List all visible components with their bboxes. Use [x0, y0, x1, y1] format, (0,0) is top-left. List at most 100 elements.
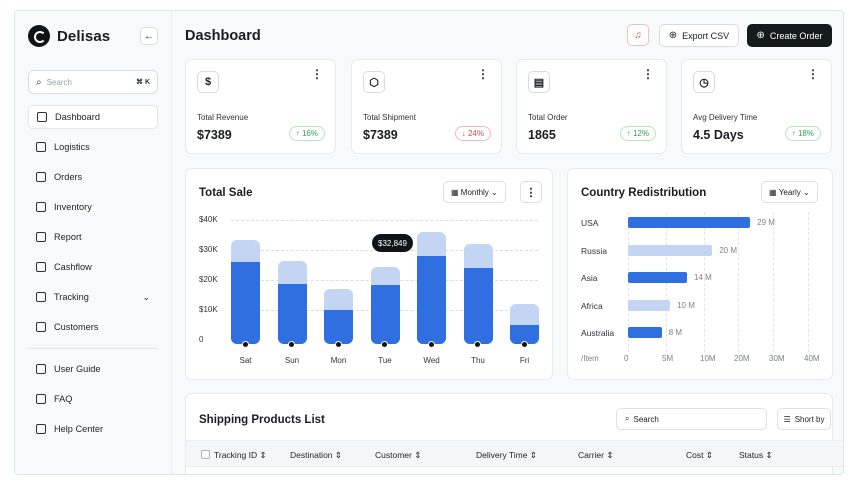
clock-icon: ◷: [693, 71, 715, 93]
sale-bar[interactable]: [231, 239, 260, 344]
arrow-up-icon: ↑: [791, 129, 796, 138]
more-options-icon[interactable]: ⋮: [807, 67, 819, 81]
calendar-icon: ▦: [769, 187, 777, 197]
calendar-icon: ▦: [451, 187, 459, 197]
column-header-status[interactable]: Status ⇕: [739, 450, 773, 460]
sale-bar[interactable]: [277, 260, 307, 344]
sort-arrows-icon: ⇕: [414, 450, 422, 460]
column-header-carrier[interactable]: Carrier ⇕: [578, 450, 614, 460]
bar-value-label: 14 M: [693, 273, 712, 282]
collapse-sidebar-button[interactable]: ←: [140, 27, 158, 45]
wallet-icon: [36, 262, 46, 272]
report-icon: [36, 232, 46, 242]
stat-card-avg-delivery-time: ◷ ⋮ Avg Delivery Time 4.5 Days ↑ 18%: [681, 59, 832, 154]
sidebar-item-user-guide[interactable]: User Guide: [28, 357, 158, 381]
sale-bar[interactable]: [370, 266, 400, 344]
sidebar-item-report[interactable]: Report: [28, 225, 158, 249]
arrow-up-icon: ↑: [295, 129, 300, 138]
cube-icon: [36, 142, 46, 152]
trend-badge: ↑ 12%: [619, 126, 656, 141]
sidebar-item-customers[interactable]: Customers: [28, 315, 158, 339]
country-label: Australia: [581, 328, 615, 338]
period-select[interactable]: ▦ Monthly ⌄: [443, 181, 506, 203]
app-frame: Delisas ← ⌕ Search ⌘ K Dashboard Logisti…: [14, 10, 844, 475]
stat-value: 1865: [528, 128, 556, 142]
grid-line: [808, 212, 809, 352]
sidebar-search-input[interactable]: ⌕ Search ⌘ K: [28, 70, 158, 94]
country-bar[interactable]: [628, 272, 687, 283]
stat-card-total-revenue: $ ⋮ Total Revenue $7389 ↑ 16%: [185, 59, 336, 154]
select-all-checkbox[interactable]: [201, 450, 210, 459]
country-redistribution-panel: Country Redistribution ▦ Yearly ⌄ 0 5M 10M…: [567, 168, 833, 380]
x-tick-label: 10M: [700, 354, 716, 363]
table-search-input[interactable]: ⌕ Search: [616, 408, 767, 430]
chat-icon: [36, 394, 46, 404]
sale-bar[interactable]: [417, 232, 446, 344]
country-label: USA: [581, 218, 599, 228]
x-tick-label: 40M: [804, 354, 820, 363]
x-tick-label: Fri: [519, 356, 530, 365]
trend-badge: ↓ 24%: [454, 126, 491, 141]
sidebar-item-logistics[interactable]: Logistics: [28, 135, 158, 159]
x-tick-label: 0: [624, 354, 629, 363]
bar-point: [241, 341, 249, 348]
bar-value-label: 8 M: [668, 328, 683, 337]
more-options-icon[interactable]: ⋮: [642, 67, 654, 81]
sort-by-button[interactable]: ☰ Short by: [777, 408, 831, 430]
country-bar[interactable]: [628, 327, 662, 338]
country-bar[interactable]: [628, 217, 751, 228]
chevron-down-icon: ⌄: [491, 187, 498, 197]
sort-arrows-icon: ⇕: [529, 450, 537, 460]
logo-icon: [28, 25, 50, 47]
x-tick-label: Sun: [284, 356, 300, 365]
sort-arrows-icon: ⇕: [259, 450, 267, 460]
create-order-button[interactable]: ⊕ Create Order: [747, 24, 832, 47]
y-tick-label: $30K: [199, 245, 218, 254]
period-select[interactable]: ▦ Yearly ⌄: [761, 181, 818, 203]
stat-card-total-order: ▤ ⋮ Total Order 1865 ↑ 12%: [516, 59, 667, 154]
export-csv-button[interactable]: ⊕ Export CSV: [659, 24, 739, 47]
more-options-icon[interactable]: ⋮: [477, 67, 489, 81]
country-label: Asia: [581, 273, 598, 283]
sale-bar-value: [277, 283, 307, 344]
column-header-destination[interactable]: Destination ⇕: [290, 450, 343, 460]
country-bar[interactable]: [628, 244, 713, 256]
column-header-tracking-id[interactable]: Tracking ID ⇕: [214, 450, 267, 460]
sale-bar[interactable]: [324, 289, 353, 344]
main-content: Dashboard ♫ ⊕ Export CSV ⊕ Create Order $ …: [172, 11, 843, 474]
sidebar-divider: [28, 348, 158, 349]
country-label: Africa: [581, 300, 603, 311]
stat-label: Total Revenue: [197, 113, 249, 122]
inventory-icon: [36, 202, 46, 212]
bar-value-label: 10 M: [677, 300, 695, 310]
sort-arrows-icon: ⇕: [765, 450, 773, 460]
chevron-down-icon: ⌄: [802, 187, 810, 197]
column-header-cost[interactable]: Cost ⇕: [686, 450, 713, 460]
bar-value-label: 20 M: [719, 245, 738, 255]
more-options-button[interactable]: ⋮: [520, 181, 542, 203]
box-icon: ⬡: [363, 71, 385, 93]
sidebar-item-cashflow[interactable]: Cashflow: [28, 255, 158, 279]
sidebar-item-faq[interactable]: FAQ: [28, 387, 158, 411]
column-header-customer[interactable]: Customer ⇕: [375, 450, 422, 460]
notification-bell-button[interactable]: ♫: [627, 24, 649, 46]
sidebar-item-help-center[interactable]: Help Center: [28, 417, 158, 441]
grid-line: [231, 220, 538, 221]
shipping-products-panel: Shipping Products List ⌕ Search ☰ Short by…: [185, 393, 843, 474]
y-tick-label: $20K: [199, 275, 218, 284]
bar-point: [381, 341, 388, 348]
sale-bar-value: [231, 262, 260, 344]
sidebar-item-tracking[interactable]: Tracking ⌄: [28, 285, 158, 309]
x-tick-label: 30M: [769, 354, 785, 363]
sale-bar[interactable]: [463, 244, 493, 344]
bar-point: [427, 341, 435, 348]
column-header-delivery-time[interactable]: Delivery Time ⇕: [476, 450, 537, 460]
stat-card-total-shipment: ⬡ ⋮ Total Shipment $7389 ↓ 24%: [351, 59, 502, 154]
x-tick-label: Wed: [423, 356, 440, 365]
more-options-icon[interactable]: ⋮: [311, 67, 323, 81]
sale-bar[interactable]: [510, 304, 539, 344]
country-bar[interactable]: [628, 299, 671, 311]
sidebar-item-orders[interactable]: Orders: [28, 165, 158, 189]
sidebar-item-dashboard[interactable]: Dashboard: [28, 105, 158, 129]
sidebar-item-inventory[interactable]: Inventory: [28, 195, 158, 219]
